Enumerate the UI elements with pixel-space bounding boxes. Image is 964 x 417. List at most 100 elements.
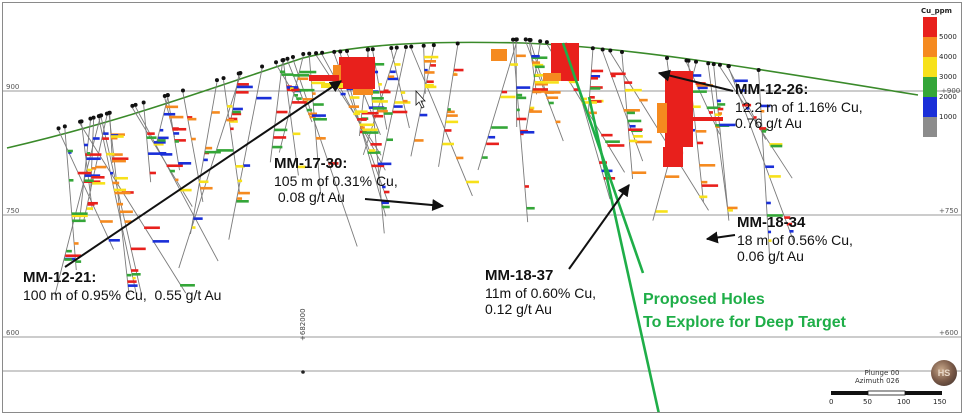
assay-bar (71, 212, 88, 215)
assay-bar (531, 56, 548, 60)
assay-bar (529, 110, 542, 113)
assay-bar (174, 140, 179, 143)
assay-bar (297, 165, 306, 169)
assay-bar (92, 182, 106, 185)
assay-bar (535, 73, 547, 77)
assay-bar (456, 156, 464, 160)
northing-label: +682000 (299, 308, 307, 341)
callout-line: 12.2 m of 1.16% Cu, (735, 98, 863, 115)
callout-title: MM-17-30: (274, 155, 348, 172)
assay-bar (635, 140, 652, 144)
assay-bar (486, 142, 499, 146)
assay-bar (173, 132, 180, 135)
assay-bar (144, 226, 160, 230)
assay-bar (205, 146, 213, 150)
assay-bar (532, 63, 544, 67)
assay-bar (127, 284, 138, 287)
collar-marker (694, 59, 699, 64)
assay-bar (708, 111, 713, 114)
assay-bar (447, 108, 451, 111)
legend-label: 5000 (939, 33, 957, 41)
assay-bar (328, 162, 339, 165)
assay-bar (315, 136, 323, 140)
assay-bar (229, 120, 238, 123)
assay-bar (535, 82, 548, 86)
assay-bar (66, 249, 72, 253)
assay-bar (691, 74, 702, 77)
assay-bar (163, 112, 176, 116)
assay-bar (699, 195, 708, 199)
assay-bar (172, 127, 179, 130)
assay-bar (349, 96, 360, 99)
assay-bar (383, 112, 393, 115)
assay-bar (158, 136, 169, 140)
collar-marker (756, 68, 761, 73)
collar-marker (130, 103, 135, 108)
collar-marker (706, 61, 711, 66)
assay-bar (762, 130, 767, 133)
assay-bar (573, 88, 579, 91)
assay-bar (424, 83, 434, 87)
assay-bar (770, 144, 783, 148)
assay-bar (84, 174, 101, 177)
assay-bar (203, 158, 208, 162)
assay-bar (370, 143, 382, 146)
assay-bar (446, 114, 458, 117)
collar-marker (56, 126, 61, 131)
assay-bar (526, 206, 535, 210)
assay-bar (368, 149, 376, 152)
assay-bar (388, 75, 395, 78)
assay-bar (532, 61, 541, 64)
collar-marker (600, 47, 605, 52)
assay-bar (157, 139, 166, 142)
assay-bar (529, 108, 534, 112)
elevation-label-600: 600 (6, 329, 20, 337)
collar-marker (345, 48, 350, 53)
assay-bar (169, 169, 175, 173)
assay-bar (768, 239, 772, 242)
topography-line (6, 41, 919, 149)
drillhole-trace (707, 65, 730, 217)
assay-bar (789, 230, 794, 233)
assay-bar (72, 219, 86, 223)
assay-bar (192, 226, 196, 229)
assay-bar (312, 92, 316, 95)
assay-bar (717, 99, 721, 103)
assay-bar (108, 238, 120, 242)
assay-bar (160, 153, 173, 156)
assay-bar (230, 127, 234, 131)
assay-bar (633, 135, 643, 138)
assay-bar (102, 137, 109, 140)
assay-bar (149, 171, 156, 175)
assay-bar (297, 77, 309, 81)
assay-bar (601, 133, 613, 137)
callout-line: 18 m of 0.56% Cu, (737, 231, 853, 248)
assay-bar (119, 210, 133, 214)
assay-bar (665, 175, 680, 178)
assay-bar (425, 85, 437, 89)
assay-bar (387, 77, 399, 81)
assay-bar (696, 84, 713, 87)
drillhole-collars (56, 37, 761, 131)
assay-bar (378, 83, 382, 86)
assay-bar (591, 69, 604, 73)
assay-bar (786, 222, 793, 226)
assay-bar (126, 273, 132, 277)
assay-bar (302, 98, 314, 101)
callout-mm-18-34: MM-18-34 18 m of 0.56% Cu, 0.06 g/t Au (737, 214, 853, 265)
proposed-holes-line-2: To Explore for Deep Target (643, 314, 846, 332)
assay-bar (371, 164, 385, 168)
assay-bar (103, 132, 109, 135)
assay-bar (532, 88, 548, 91)
assay-bar (693, 105, 701, 109)
assay-bar (760, 109, 765, 113)
assay-bar (516, 96, 527, 100)
leader-mm-18-34 (705, 231, 736, 244)
assay-bar (146, 136, 157, 139)
collar-marker (366, 47, 371, 52)
assay-bar (292, 74, 310, 77)
assay-bar (445, 120, 459, 124)
elevation-label-600-right: +600 (939, 329, 959, 337)
assay-bar (548, 101, 554, 105)
legend-title: Cu_ppm (921, 7, 952, 15)
